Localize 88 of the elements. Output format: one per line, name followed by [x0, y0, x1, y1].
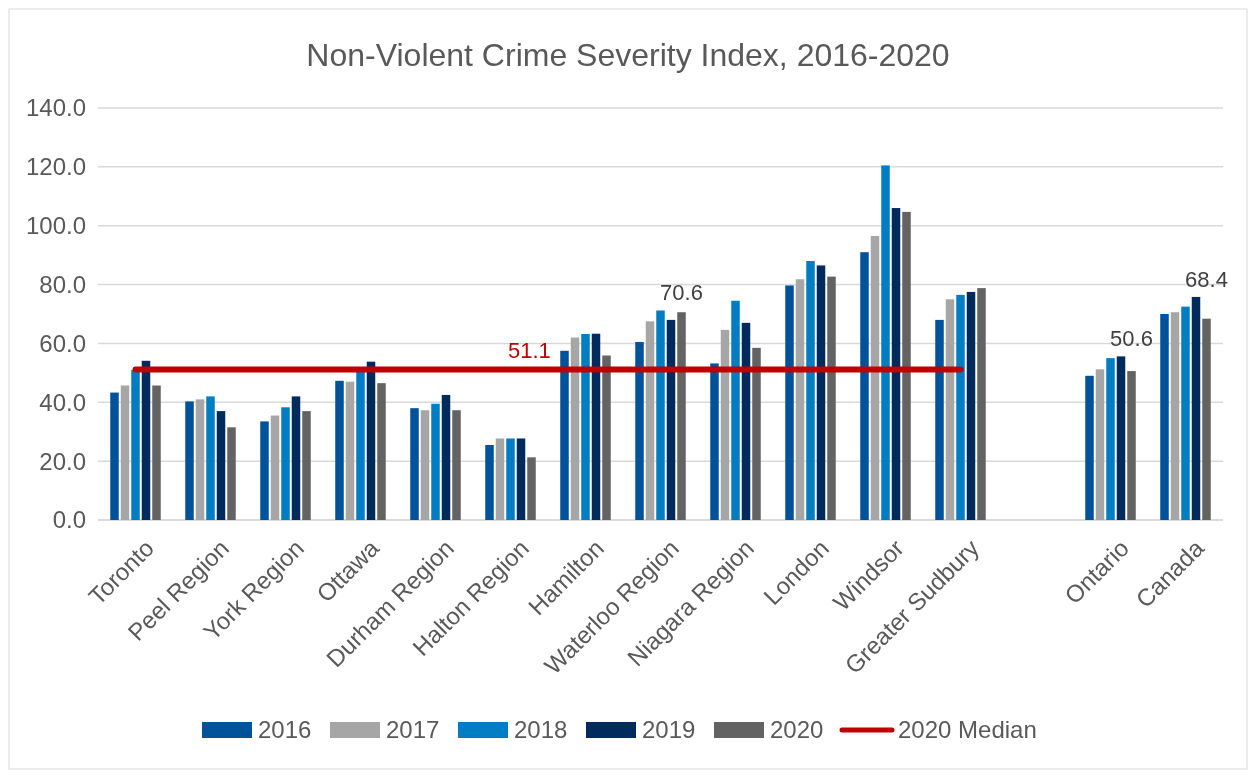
y-tick-label: 0.0: [52, 506, 86, 534]
bar: [206, 396, 215, 520]
bar: [881, 165, 890, 520]
bar: [1116, 356, 1126, 520]
bar: [527, 457, 536, 520]
bar: [131, 369, 140, 520]
bar: [666, 319, 676, 520]
bar: [731, 300, 740, 520]
bar: [966, 291, 976, 520]
bar: [570, 337, 580, 520]
bar: [635, 341, 644, 520]
bar: [956, 294, 965, 520]
annotation: 51.1: [508, 337, 551, 363]
bar: [441, 394, 451, 520]
y-tick-label: 80.0: [39, 270, 86, 298]
bar: [806, 261, 815, 520]
y-tick-label: 20.0: [39, 447, 86, 475]
bar: [645, 321, 655, 520]
legend-label: 2020 Median: [898, 716, 1037, 744]
bar: [410, 408, 419, 520]
legend-label: 2016: [258, 716, 312, 744]
y-tick-label: 140.0: [25, 94, 86, 122]
bar: [345, 381, 355, 520]
y-tick-label: 120.0: [25, 153, 86, 181]
bar: [656, 310, 665, 520]
bar: [902, 211, 911, 520]
bar: [591, 333, 601, 520]
bar: [110, 392, 119, 520]
y-tick-label: 40.0: [39, 388, 86, 416]
bar: [945, 299, 955, 520]
bar: [795, 279, 805, 520]
data-label: 68.4: [1185, 266, 1228, 292]
bar: [860, 252, 869, 520]
bar: [335, 380, 344, 520]
bar: [281, 407, 290, 520]
bar: [506, 438, 515, 520]
bar: [710, 363, 719, 520]
bar: [366, 361, 376, 520]
bar: [891, 208, 901, 520]
bar: [1127, 371, 1136, 520]
bar: [185, 401, 194, 520]
bar: [827, 276, 836, 520]
bar: [216, 411, 226, 520]
bar: [870, 236, 880, 520]
bar: [741, 322, 751, 520]
bar: [581, 334, 590, 520]
bar: [431, 403, 440, 520]
bar: [560, 350, 569, 520]
bar: [270, 415, 280, 520]
bar: [291, 396, 301, 520]
bar: [260, 421, 269, 520]
bar: [377, 383, 386, 520]
bar: [1191, 296, 1201, 520]
data-label: 50.6: [1110, 326, 1153, 352]
bar: [752, 347, 761, 520]
bar: [1181, 306, 1190, 520]
legend-label: 2019: [642, 716, 696, 744]
bar: [977, 288, 986, 520]
y-tick-label: 60.0: [39, 329, 86, 357]
bar: [1085, 375, 1094, 520]
bar: [1170, 312, 1180, 520]
bar: [420, 410, 430, 520]
bar: [141, 360, 151, 520]
legend-label: 2017: [386, 716, 440, 744]
bar: [1106, 358, 1115, 520]
y-tick-label: 100.0: [25, 212, 86, 240]
bar: [485, 444, 494, 520]
bar: [452, 410, 461, 520]
bar: [720, 329, 730, 520]
bar: [195, 399, 205, 520]
bar: [227, 427, 236, 520]
chart-title: Non-Violent Crime Severity Index, 2016-2020: [306, 37, 950, 73]
bar: [677, 312, 686, 520]
bar: [152, 385, 161, 520]
bar: [935, 319, 944, 520]
bar: [785, 285, 794, 520]
data-label: 70.6: [660, 280, 703, 306]
bar: [495, 438, 505, 520]
bar: [1160, 314, 1169, 520]
bar: [120, 385, 130, 520]
bar: [816, 265, 826, 520]
bar: [516, 438, 526, 520]
legend-label: 2020: [770, 716, 824, 744]
bar: [1095, 369, 1105, 520]
bar: [602, 355, 611, 520]
legend-label: 2018: [514, 716, 568, 744]
bar: [302, 411, 311, 520]
bar: [1202, 318, 1211, 520]
